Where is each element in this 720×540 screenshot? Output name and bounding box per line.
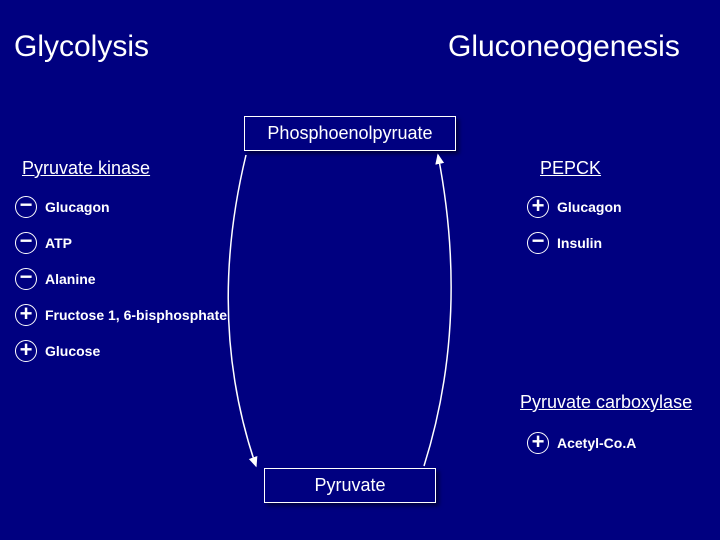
regulator-left-0: Glucagon <box>15 196 110 218</box>
arrows-svg <box>0 0 720 540</box>
regulator-label: Acetyl-Co.A <box>557 435 636 451</box>
minus-icon <box>527 232 549 254</box>
regulator-label: Fructose 1, 6-bisphosphate <box>45 307 227 323</box>
plus-icon <box>15 340 37 362</box>
regulator-left-3: Fructose 1, 6-bisphosphate <box>15 304 227 326</box>
regulator-label: Insulin <box>557 235 602 251</box>
minus-icon <box>15 196 37 218</box>
plus-icon <box>527 196 549 218</box>
regulator-label: Alanine <box>45 271 96 287</box>
regulator-label: Glucagon <box>557 199 622 215</box>
minus-icon <box>15 232 37 254</box>
label-pepck: PEPCK <box>540 158 601 179</box>
regulator-label: Glucose <box>45 343 100 359</box>
title-glycolysis: Glycolysis <box>14 30 149 64</box>
minus-icon <box>15 268 37 290</box>
plus-icon <box>527 432 549 454</box>
label-pyruvate-kinase: Pyruvate kinase <box>22 158 150 179</box>
regulator-right-bottom-0: Acetyl-Co.A <box>527 432 636 454</box>
regulator-label: ATP <box>45 235 72 251</box>
node-phosphoenolpyruvate: Phosphoenolpyruate <box>244 116 456 151</box>
regulator-left-4: Glucose <box>15 340 100 362</box>
title-gluconeogenesis: Gluconeogenesis <box>448 30 680 64</box>
node-pyruvate: Pyruvate <box>264 468 436 503</box>
regulator-right-top-1: Insulin <box>527 232 602 254</box>
label-pyruvate-carboxylase: Pyruvate carboxylase <box>520 392 692 413</box>
regulator-label: Glucagon <box>45 199 110 215</box>
regulator-right-top-0: Glucagon <box>527 196 622 218</box>
regulator-left-2: Alanine <box>15 268 96 290</box>
plus-icon <box>15 304 37 326</box>
regulator-left-1: ATP <box>15 232 72 254</box>
